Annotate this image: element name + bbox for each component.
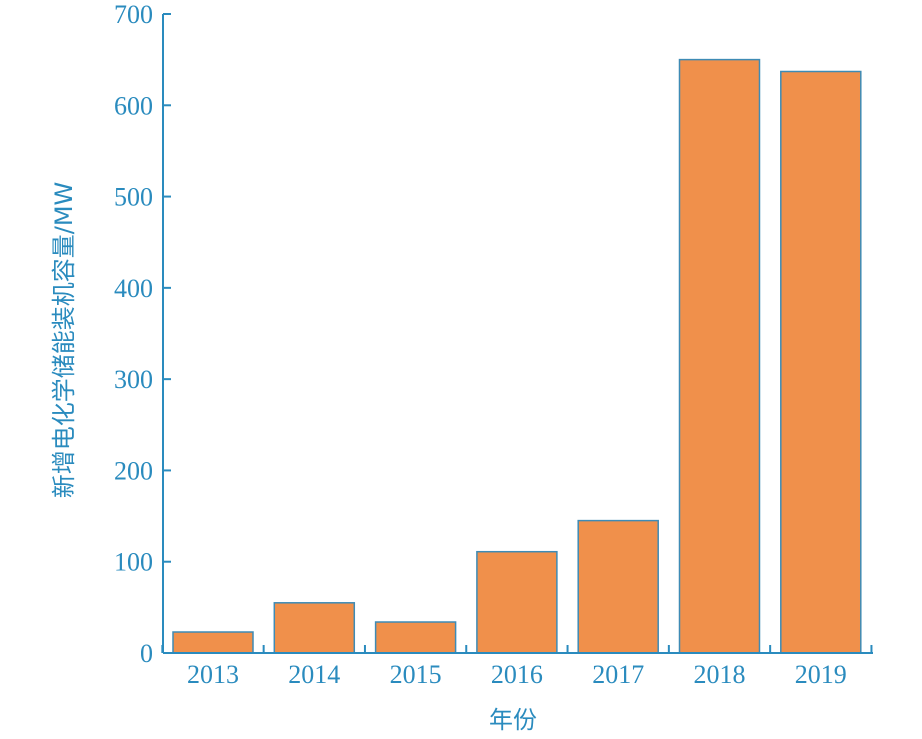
y-tick-label: 400 — [114, 274, 153, 303]
axes-group — [162, 14, 873, 654]
bar-2013 — [172, 631, 254, 654]
x-tick-label: 2016 — [491, 660, 543, 689]
bar-2016 — [476, 550, 558, 654]
y-tick-label: 600 — [114, 91, 153, 120]
bars-group — [172, 58, 862, 654]
ticks-group: 0 100 200 300 400 500 600 700 2013 2014 2015 2016 20… — [114, 0, 873, 689]
bar-2014 — [273, 602, 356, 654]
x-tick-label: 2017 — [592, 660, 644, 689]
bar-2019 — [780, 70, 862, 654]
bar-2017 — [577, 519, 659, 654]
y-tick-label: 0 — [140, 639, 153, 668]
bar-2015 — [374, 621, 457, 654]
y-tick-label: 700 — [114, 0, 153, 29]
x-tick-label: 2015 — [390, 660, 442, 689]
x-tick-label: 2019 — [795, 660, 847, 689]
x-tick-label: 2013 — [187, 660, 239, 689]
x-axis-title: 年份 — [489, 706, 537, 734]
y-tick-label: 300 — [114, 365, 153, 394]
x-tick-label: 2018 — [694, 660, 746, 689]
y-axis-title: 新增电化学储能装机容量/MW — [50, 182, 78, 499]
y-tick-label: 500 — [114, 183, 153, 212]
y-tick-label: 100 — [114, 548, 153, 577]
bar-2018 — [678, 58, 761, 654]
y-tick-label: 200 — [114, 456, 153, 485]
x-tick-label: 2014 — [288, 660, 340, 689]
